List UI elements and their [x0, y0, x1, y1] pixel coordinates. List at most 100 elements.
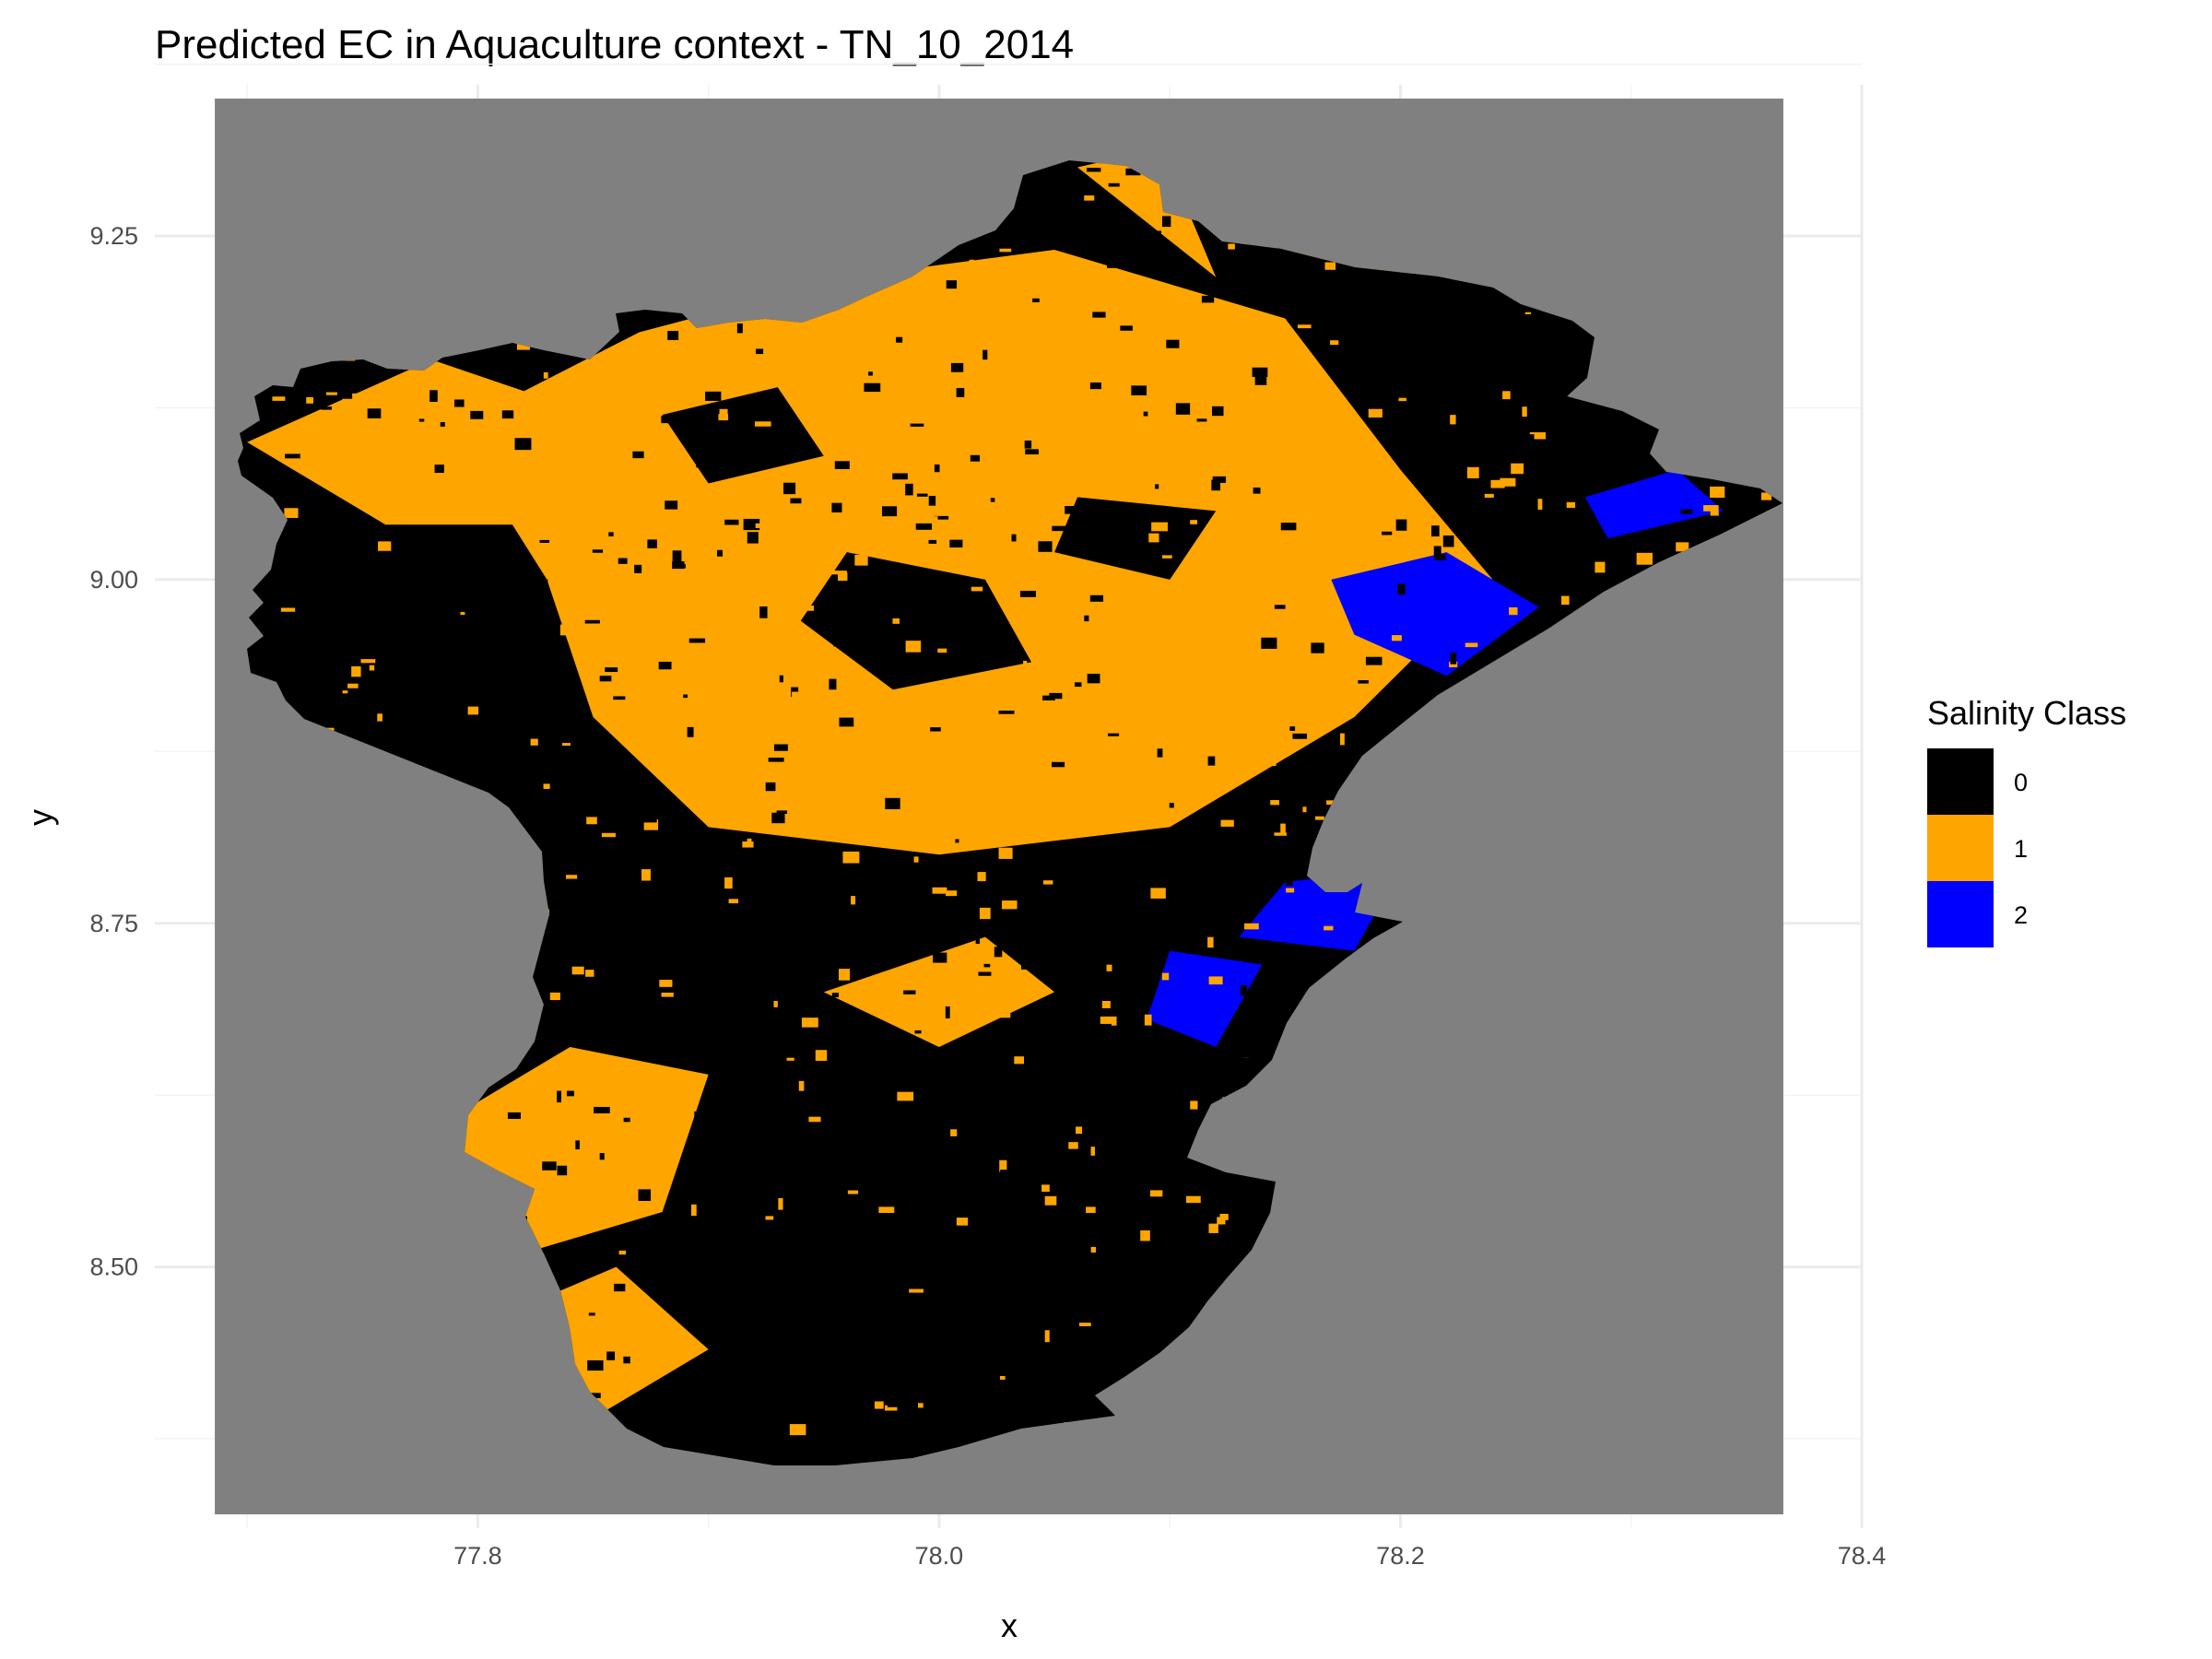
raster-speckle-north — [1506, 571, 1519, 576]
raster-speckle-north — [718, 414, 729, 421]
raster-speckle-north — [934, 464, 940, 473]
raster-speckle-north — [1442, 535, 1454, 547]
raster-speckle-north — [965, 470, 978, 477]
raster-speckle-north — [618, 558, 628, 564]
raster-speckle-north — [842, 851, 860, 864]
raster-speckle-north — [1371, 305, 1383, 316]
raster-speckle-north — [607, 893, 622, 900]
raster-speckle-south — [1208, 976, 1223, 985]
raster-speckle-north — [1253, 536, 1268, 547]
raster-speckle-south — [884, 1419, 891, 1425]
raster-speckle-north — [1285, 879, 1293, 886]
raster-speckle-north — [1324, 564, 1335, 569]
raster-speckle-north — [602, 821, 618, 832]
raster-speckle-south — [853, 1053, 865, 1060]
raster-speckle-south — [808, 1116, 821, 1123]
raster-speckle-north — [617, 639, 629, 642]
raster-speckle-north — [838, 572, 848, 582]
raster-speckle-north — [951, 729, 965, 735]
raster-speckle-north — [1326, 800, 1335, 806]
raster-speckle-south — [641, 996, 652, 1000]
raster-speckle-north — [611, 583, 627, 594]
raster-speckle-north — [310, 660, 326, 668]
raster-speckle-south — [588, 1312, 595, 1316]
raster-speckle-north — [1023, 660, 1028, 672]
raster-speckle-south — [887, 1403, 902, 1407]
raster-speckle-south — [1244, 923, 1259, 930]
raster-speckle-south — [963, 935, 978, 940]
raster-speckle-north — [916, 685, 928, 695]
raster-speckle-north — [1522, 406, 1527, 418]
raster-speckle-north — [649, 717, 665, 724]
raster-speckle-south — [806, 1165, 815, 1171]
raster-speckle-south — [945, 1006, 950, 1018]
raster-speckle-north — [367, 408, 382, 418]
raster-speckle-south — [688, 938, 693, 947]
raster-speckle-north — [1077, 919, 1084, 924]
raster-speckle-north — [369, 665, 375, 671]
raster-speckle-north — [1067, 580, 1082, 589]
raster-speckle-north — [623, 501, 633, 508]
raster-speckle-north — [687, 726, 694, 737]
raster-speckle-south — [1219, 1213, 1229, 1220]
x-tick-label: 78.2 — [1376, 1542, 1425, 1570]
raster-speckle-north — [1143, 411, 1148, 417]
raster-speckle-north — [429, 606, 443, 618]
raster-speckle-south — [1208, 1223, 1218, 1233]
raster-speckle-north — [613, 696, 626, 700]
raster-speckle-south — [903, 1394, 917, 1400]
raster-speckle-north — [892, 618, 900, 624]
raster-speckle-north — [285, 453, 300, 459]
raster-speckle-south — [743, 937, 749, 942]
x-axis-title: x — [1001, 1606, 1018, 1644]
raster-speckle-north — [1065, 506, 1077, 514]
raster-speckle-north — [606, 371, 613, 377]
raster-speckle-south — [558, 1009, 566, 1022]
raster-speckle-north — [1350, 381, 1365, 385]
raster-speckle-south — [880, 1369, 891, 1380]
raster-speckle-south — [1371, 923, 1380, 930]
raster-speckle-north — [796, 401, 805, 407]
raster-speckle-north — [1280, 523, 1297, 531]
raster-speckle-north — [1636, 552, 1653, 565]
raster-speckle-north — [565, 875, 578, 879]
plot-title: Predicted EC in Aquaculture context - TN… — [155, 22, 1074, 67]
raster-speckle-north — [913, 856, 919, 863]
raster-speckle-north — [418, 418, 425, 422]
raster-speckle-south — [1044, 1195, 1057, 1206]
legend-label-2: 2 — [2014, 901, 2028, 929]
raster-speckle-north — [1368, 408, 1382, 418]
raster-speckle-north — [509, 747, 523, 757]
raster-speckle-south — [717, 1391, 727, 1402]
raster-speckle-north — [1370, 498, 1382, 503]
raster-speckle-north — [792, 691, 804, 700]
raster-speckle-north — [1465, 642, 1478, 648]
raster-speckle-north — [1251, 467, 1260, 477]
raster-speckle-north — [930, 727, 941, 732]
raster-speckle-north — [1445, 327, 1450, 336]
raster-speckle-north — [971, 252, 987, 258]
raster-speckle-south — [1013, 1399, 1023, 1410]
raster-speckle-north — [1271, 572, 1276, 581]
raster-speckle-north — [761, 566, 770, 572]
raster-speckle-north — [641, 869, 651, 881]
raster-speckle-north — [754, 421, 771, 427]
raster-speckle-north — [1212, 476, 1227, 483]
raster-speckle-south — [750, 1423, 764, 1430]
raster-speckle-south — [722, 1339, 732, 1347]
raster-speckle-south — [1078, 1323, 1091, 1326]
raster-speckle-north — [1063, 810, 1067, 821]
raster-speckle-north — [449, 473, 465, 479]
raster-speckle-south — [994, 947, 1003, 958]
raster-speckle-south — [542, 1161, 557, 1171]
raster-speckle-north — [1106, 405, 1118, 410]
raster-speckle-north — [1280, 823, 1286, 836]
raster-speckle-south — [557, 1165, 568, 1176]
raster-speckle-north — [937, 648, 947, 653]
raster-speckle-north — [1539, 601, 1552, 609]
raster-speckle-south — [746, 1077, 755, 1084]
raster-speckle-north — [710, 665, 715, 677]
raster-speckle-north — [1056, 402, 1068, 414]
raster-speckle-north — [1211, 479, 1221, 491]
raster-speckle-north — [477, 690, 482, 701]
